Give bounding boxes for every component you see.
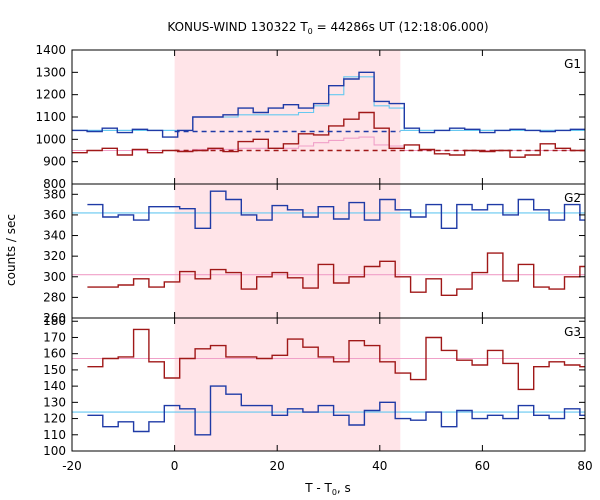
y-tick-label: 260: [43, 311, 66, 325]
y-tick-label: 900: [43, 155, 66, 169]
y-tick-label: 1100: [35, 110, 66, 124]
chart-panels: 80090010001100120013001400G1260280300320…: [35, 43, 593, 473]
series-red-step-1: [72, 111, 585, 158]
title-subscript: 0: [308, 27, 313, 36]
series-red-step-1: [87, 252, 585, 296]
series-group: [72, 190, 585, 296]
y-tick-label: 340: [43, 229, 66, 243]
y-tick-label: 160: [43, 347, 66, 361]
series-blue-step-0: [72, 71, 585, 138]
y-tick-label: 120: [43, 412, 66, 426]
chart-title: KONUS-WIND 130322 T0 = 44286s UT (12:18:…: [167, 20, 488, 36]
y-tick-label: 180: [43, 314, 66, 328]
series-group: [72, 328, 585, 436]
y-tick-label: 1400: [35, 43, 66, 57]
y-tick-label: 150: [43, 363, 66, 377]
highlight-interval: [174, 184, 401, 318]
panel-frame: [71, 317, 586, 452]
series-blue-step-0: [87, 190, 585, 229]
xlabel-rest: , s: [337, 481, 351, 495]
x-axis-label: T - T0, s: [304, 481, 351, 497]
x-tick-label: 40: [372, 459, 387, 473]
y-tick-label: 110: [43, 428, 66, 442]
y-tick-label: 100: [43, 444, 66, 458]
panel-g1: 800 900 1000 1100 1200 1300 1400 G1: [35, 43, 586, 191]
y-tick-label: 1000: [35, 132, 66, 146]
y-tick-label: 1300: [35, 65, 66, 79]
y-tick-label: 280: [43, 290, 66, 304]
y-tick-label: 130: [43, 395, 66, 409]
y-tick-label: 320: [43, 249, 66, 263]
y-tick-label: 170: [43, 330, 66, 344]
highlight-interval: [174, 318, 401, 451]
y-tick-label: 1200: [35, 88, 66, 102]
series-blue-step-0: [87, 385, 585, 436]
y-tick-label: 140: [43, 379, 66, 393]
panel-g2: 260 280 300 320 340 360 380 G2: [43, 183, 586, 325]
x-tick-label: -20: [62, 459, 82, 473]
xlabel-subscript: 0: [332, 488, 337, 497]
y-tick-label: 360: [43, 208, 66, 222]
x-tick-label: 0: [171, 459, 179, 473]
panel-g3: 100 110 120 130 140 150 160 170 180 -20 0 20 40 60 80 G…: [43, 314, 593, 473]
x-tick-label: 20: [270, 459, 285, 473]
y-tick-label: 300: [43, 270, 66, 284]
y-tick-label: 380: [43, 187, 66, 201]
title-rest: = 44286s UT (12:18:06.000): [313, 20, 489, 34]
y-axis-label: counts / sec: [4, 214, 18, 286]
panel-label: G3: [564, 325, 581, 339]
panel-label: G1: [564, 57, 581, 71]
y-tick-label: 800: [43, 177, 66, 191]
x-tick-label: 80: [577, 459, 592, 473]
panel-label: G2: [564, 191, 581, 205]
series-red-step-1: [87, 328, 585, 391]
x-tick-label: 60: [475, 459, 490, 473]
series-group: [72, 71, 585, 158]
